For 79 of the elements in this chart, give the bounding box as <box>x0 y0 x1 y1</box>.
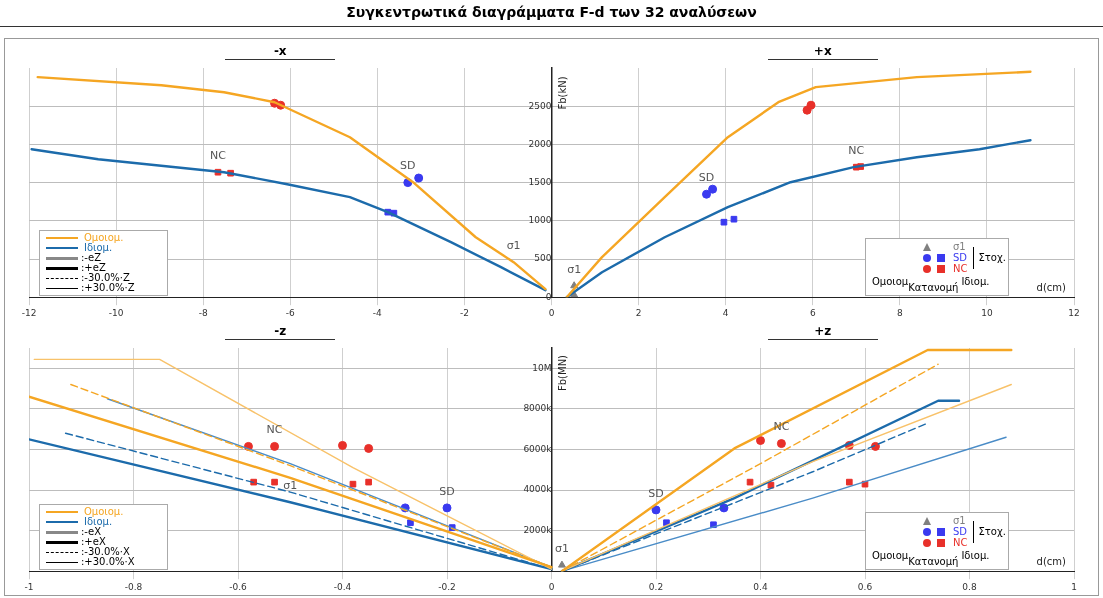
legend-label: σ1 <box>953 241 966 252</box>
annotation: :+eZ <box>80 262 107 273</box>
y-tick-label: 6000k <box>523 443 553 454</box>
text: +x <box>767 44 878 60</box>
annotation: :-30.0%·X <box>80 546 131 557</box>
x-tick-label: -8 <box>198 307 208 318</box>
x-tick-label: 4 <box>722 307 729 318</box>
legend-label: SD <box>953 252 968 263</box>
annotation: NC <box>848 144 865 158</box>
x-tick-label: -4 <box>372 307 383 318</box>
annotation: NC <box>266 423 283 437</box>
annotation: SD <box>400 159 416 173</box>
annotation: :-eZ <box>80 252 101 263</box>
x-axis-title: d(cm) <box>1036 281 1067 293</box>
y-tick-label: 10M <box>532 362 552 373</box>
x-tick-label: -0.2 <box>438 581 456 592</box>
x-tick-label: -6 <box>285 307 296 318</box>
x-tick-label: 6 <box>809 307 816 318</box>
annotation: Ομοιομ <box>872 550 909 561</box>
annotation: Στοχ. <box>978 526 1006 537</box>
y-tick-label: 8000k <box>523 403 553 414</box>
legend-label: NC <box>953 263 968 274</box>
y-tick-label: 1500 <box>528 176 552 187</box>
legend-label: SD <box>953 526 968 537</box>
annotation: :-eX <box>80 526 101 537</box>
x-tick-label: 0.6 <box>857 581 873 592</box>
x-tick-label: 2 <box>635 307 642 318</box>
annotation: σ1 <box>283 479 298 493</box>
y-tick-label: 4000k <box>523 484 553 495</box>
y-tick-label: 0 <box>545 291 552 302</box>
annotation: σ1 <box>506 239 521 253</box>
annotation: σ1 <box>567 262 582 276</box>
annotation: SD <box>439 484 455 498</box>
legend-label: Ομοιομ. <box>83 232 125 243</box>
annotation: :+eX <box>80 536 107 547</box>
x-tick-label: 0.8 <box>962 581 977 592</box>
y-axis-title: Fb(MN) <box>557 354 569 392</box>
y-tick-label: 2000k <box>523 524 553 535</box>
annotation: :+30.0%·X <box>80 556 136 567</box>
y-tick-label: 500 <box>534 253 552 264</box>
chart-title: Συγκεντρωτικά διαγράμματα F-d των 32 αναλύσεων <box>0 4 1103 27</box>
annotation: Κατανομή <box>908 282 959 293</box>
legend-label: Ομοιομ. <box>83 506 125 517</box>
x-tick-label: 12 <box>1068 307 1080 318</box>
y-tick-label: 2000 <box>528 138 552 149</box>
y-tick-label: 1000 <box>528 215 552 226</box>
x-tick-label: 8 <box>896 307 903 318</box>
annotation: NC <box>210 149 227 163</box>
legend-label: Ιδιομ. <box>83 242 113 253</box>
x-tick-label: 10 <box>981 307 993 318</box>
annotation: σ1 <box>554 541 569 555</box>
legend-label: NC <box>953 537 968 548</box>
y-axis-title: Fb(kN) <box>557 76 569 110</box>
legend-label: Ιδιομ. <box>83 516 113 527</box>
legend-label: σ1 <box>953 515 966 526</box>
x-tick-label: -0.8 <box>124 581 143 592</box>
annotation: Ιδιομ. <box>961 550 990 563</box>
annotation: Κατανομή <box>908 556 959 567</box>
annotation: Στοχ. <box>978 252 1006 263</box>
x-tick-label: -10 <box>108 307 124 318</box>
x-tick-label: 1 <box>1071 581 1077 592</box>
x-tick-label: 0.4 <box>753 581 768 592</box>
y-tick-label: 2500 <box>528 100 552 111</box>
x-tick-label: -1 <box>24 581 34 592</box>
x-tick-label: -0.6 <box>229 581 248 592</box>
x-tick-label: -12 <box>21 307 37 318</box>
annotation: SD <box>648 486 664 500</box>
text: -z <box>225 324 336 340</box>
x-tick-label: -0.4 <box>333 581 352 592</box>
text: +z <box>767 324 878 340</box>
x-axis-title: d(cm) <box>1036 555 1067 567</box>
annotation: :-30.0%·Z <box>80 272 131 283</box>
text: -x <box>225 44 336 60</box>
annotation: SD <box>698 171 715 185</box>
annotation: Ομοιομ <box>872 276 909 287</box>
annotation: :+30.0%·Z <box>80 282 136 293</box>
x-tick-label: -2 <box>459 307 469 318</box>
x-tick-label: 0.2 <box>648 581 664 592</box>
annotation: Ιδιομ. <box>961 276 990 289</box>
